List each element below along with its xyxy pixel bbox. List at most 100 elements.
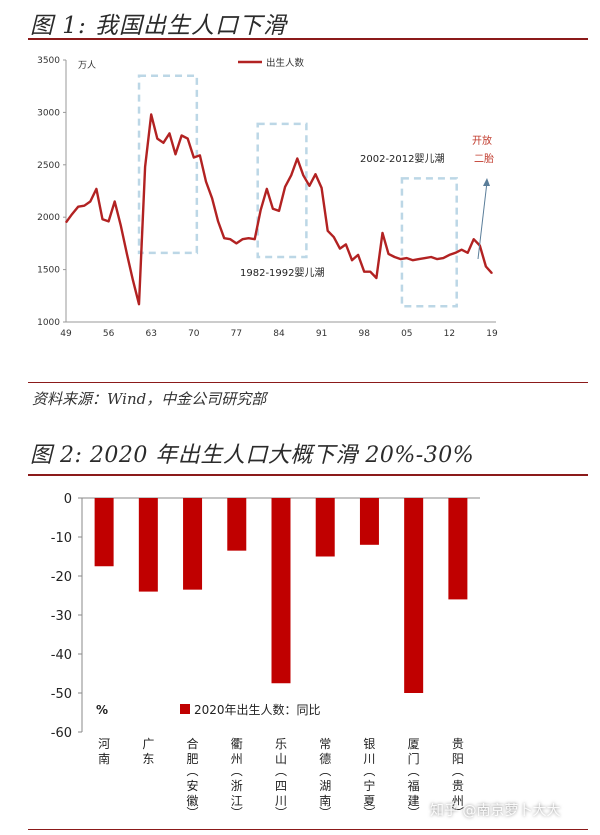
boom-1982-label: 1982-1992婴儿潮 [240, 266, 325, 279]
data-point [223, 237, 225, 239]
data-point [430, 256, 432, 258]
two-child-label: 二胎 [474, 152, 494, 165]
data-point [345, 243, 347, 246]
birth-line-chart: 1000 1500 2000 2500 3000 3500 49 56 63 70 77 84 91 9… [37, 56, 498, 339]
x-tick-label: 49 [60, 329, 72, 339]
data-point [132, 279, 134, 281]
x-tick-label: 70 [188, 329, 200, 339]
data-point [284, 186, 286, 188]
data-point [235, 242, 237, 244]
bar [183, 498, 203, 590]
data-point [83, 205, 85, 207]
y-tick-label-2: -40 [51, 648, 72, 663]
x-tick-label: 63 [145, 329, 156, 339]
x-tick-label: 56 [103, 329, 115, 339]
source-rule [28, 382, 588, 383]
y-tick-label: 3000 [37, 108, 60, 118]
data-point [144, 166, 146, 168]
x-tick-label: 05 [401, 329, 412, 339]
data-point [467, 252, 469, 254]
x-axis-group: 49 56 63 70 77 84 91 98 05 12 19 [60, 329, 498, 339]
bar [138, 498, 158, 592]
bar [271, 498, 291, 684]
category-labels-group: 河南 广东 合肥︵安徽︶ 衢州︵浙江︶ 乐山︵四川︶ 常德︵湖南︶ 银川︵宁夏︶ 厦门︵福建︶… [98, 736, 464, 820]
category-label: 常德︵湖南︶ [319, 737, 331, 820]
highlight-box [256, 122, 308, 259]
data-point [394, 256, 396, 258]
data-point [406, 257, 408, 259]
category-label: 乐山︵四川︶ [275, 737, 287, 820]
data-point [150, 113, 152, 116]
data-point [77, 206, 79, 208]
y-tick-label-2: -30 [51, 609, 72, 624]
data-point [321, 187, 323, 189]
data-point [351, 259, 353, 261]
data-point [314, 173, 317, 175]
decline-bar-chart: 0 -10 -20 -30 -40 -50 -60 河南 广东 合肥︵安徽︶ 衢州︵浙江︶ 乐山︵四… [51, 492, 480, 820]
category-label: 合肥︵安徽︶ [187, 736, 199, 820]
data-point [400, 258, 402, 260]
data-point [174, 153, 177, 155]
y-tick-label: 1000 [37, 318, 60, 328]
highlight-box [137, 74, 199, 255]
data-point [181, 134, 183, 137]
highlight-box [400, 177, 458, 308]
source-note: 资料来源：Wind，中金公司研究部 [32, 390, 267, 408]
data-point [120, 224, 122, 227]
y-tick-label: 2000 [37, 213, 60, 223]
y-axis-group: 1000 1500 2000 2500 3000 3500 [37, 56, 496, 328]
category-label: 银川︵宁夏︶ [363, 737, 375, 820]
x-tick-label: 84 [273, 329, 285, 339]
data-point [272, 208, 274, 210]
data-point [205, 180, 207, 183]
data-point [260, 209, 262, 211]
y-tick-label-2: 0 [64, 492, 72, 507]
bar-series-group [94, 498, 468, 693]
data-point [95, 188, 98, 190]
category-label: 广东 [142, 737, 154, 766]
bar [227, 498, 247, 551]
category-label: 厦门︵福建︶ [408, 737, 420, 820]
legend-label: 出生人数 [266, 57, 305, 69]
data-point [454, 252, 457, 254]
legend-bar-swatch [180, 704, 190, 714]
data-point [114, 200, 116, 203]
data-point [412, 259, 414, 261]
data-point [375, 277, 377, 279]
chart2-title: 图 2: 2020 年出生人口大概下滑 20%-30% [30, 443, 475, 468]
data-point [71, 213, 73, 215]
bottom-rule [28, 829, 588, 830]
bar [359, 498, 379, 545]
data-point [266, 188, 268, 190]
data-point [254, 238, 256, 240]
data-point [108, 220, 110, 222]
y-tick-label-2: -10 [51, 531, 72, 546]
data-point [424, 257, 426, 259]
two-child-arrow [477, 181, 488, 260]
y-unit-label: 万人 [78, 60, 96, 71]
x-tick-label: 98 [358, 329, 370, 339]
data-point [381, 232, 384, 234]
chart1-title: 图 1: 我国出生人口下滑 [30, 13, 288, 39]
data-point [296, 157, 298, 160]
data-point [369, 271, 371, 273]
data-point [387, 253, 390, 255]
y-tick-label-2: -20 [51, 570, 72, 585]
data-point [217, 220, 219, 222]
data-point [491, 272, 493, 274]
data-point [126, 253, 128, 255]
data-point [302, 174, 304, 176]
x-tick-label: 77 [231, 329, 242, 339]
title-rule [28, 38, 588, 40]
y-tick-label: 3500 [37, 56, 60, 66]
legend-label-2: 2020年出生人数：同比 [194, 702, 321, 717]
data-point [448, 254, 450, 256]
data-point [168, 132, 171, 134]
x-tick-label: 91 [316, 329, 327, 339]
data-point [327, 230, 329, 232]
data-point [460, 249, 463, 251]
y-tick-label: 2500 [37, 161, 60, 171]
data-point [473, 238, 475, 240]
data-point [211, 197, 213, 199]
bar [404, 498, 424, 693]
